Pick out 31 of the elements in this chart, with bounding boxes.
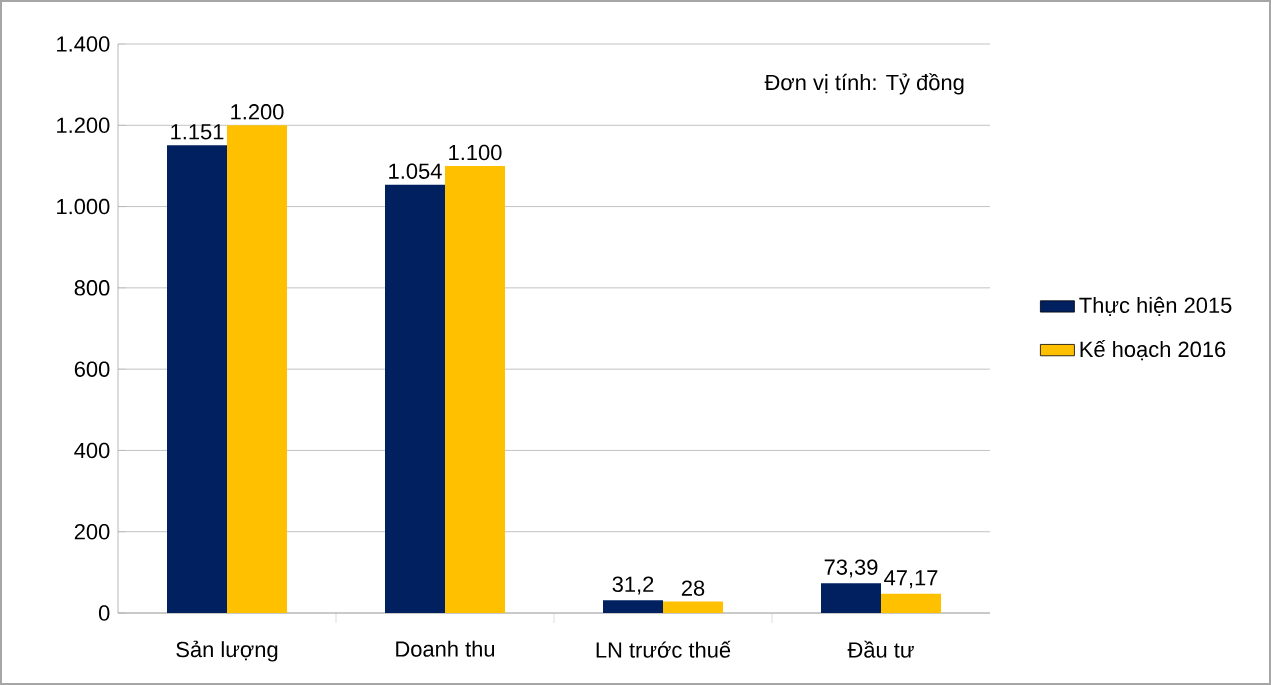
y-tick-label: 600 bbox=[74, 361, 110, 377]
bar bbox=[881, 593, 942, 613]
legend-label: Thực hiện 2015 bbox=[1079, 296, 1232, 317]
data-label: 1.200 bbox=[231, 104, 284, 120]
y-tick-label: 200 bbox=[74, 523, 110, 540]
data-label: 31,2 bbox=[612, 576, 654, 595]
bar bbox=[821, 583, 882, 613]
x-tick-label: Doanh thu bbox=[396, 640, 495, 657]
annotation: Đơn vị tính: Tỷ đồng bbox=[764, 73, 964, 95]
data-label: 1.151 bbox=[171, 124, 224, 140]
y-tick-label: 1.200 bbox=[57, 117, 110, 134]
bar bbox=[385, 184, 445, 613]
data-label: 47,17 bbox=[884, 570, 938, 589]
x-tick-label: Đầu tư bbox=[847, 640, 914, 658]
x-tick-label: LN trước thuế bbox=[596, 640, 731, 658]
y-tick-label: 0 bbox=[98, 605, 110, 621]
bar bbox=[167, 145, 227, 613]
bar bbox=[227, 125, 287, 613]
data-label: 1.100 bbox=[449, 144, 502, 161]
y-tick-label: 1.400 bbox=[57, 36, 110, 52]
data-label: 28 bbox=[681, 580, 705, 596]
y-tick-label: 800 bbox=[74, 280, 110, 296]
bar bbox=[445, 165, 506, 613]
data-label: 1.054 bbox=[389, 163, 442, 179]
legend-label: Kế hoạch 2016 bbox=[1080, 340, 1226, 361]
data-label: 73,39 bbox=[824, 559, 878, 578]
x-tick-label: Sản lượng bbox=[176, 640, 278, 662]
bar bbox=[663, 601, 724, 613]
y-tick-label: 400 bbox=[74, 442, 110, 459]
y-tick-label: 1.000 bbox=[57, 198, 110, 215]
bar bbox=[603, 600, 664, 613]
